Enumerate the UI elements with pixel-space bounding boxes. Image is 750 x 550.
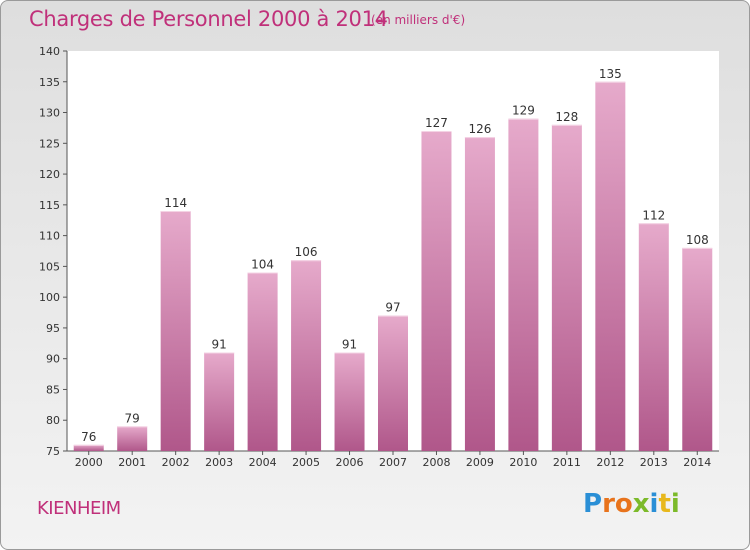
data-label: 79 <box>125 411 140 425</box>
data-label: 128 <box>555 110 578 124</box>
y-tick-label: 105 <box>39 260 60 273</box>
bar-2000 <box>73 444 104 451</box>
logo-letter: r <box>602 489 615 519</box>
proxiti-logo: Proxiti <box>583 489 680 519</box>
data-label: 135 <box>599 67 622 81</box>
x-tick-label: 2007 <box>379 456 407 469</box>
y-tick-label: 80 <box>46 414 60 427</box>
bar-2012 <box>595 81 626 452</box>
bar-2010 <box>508 118 539 451</box>
x-tick-label: 2006 <box>336 456 364 469</box>
x-tick-label: 2001 <box>118 456 146 469</box>
data-label: 127 <box>425 116 448 130</box>
y-tick-label: 120 <box>39 168 60 181</box>
logo-letter: P <box>583 489 603 519</box>
chart-subtitle: (en milliers d'€) <box>371 13 466 27</box>
bar-2011 <box>551 124 582 451</box>
data-label: 108 <box>686 233 709 247</box>
logo-letter: t <box>658 489 671 519</box>
logo-letter: i <box>649 489 659 519</box>
data-label: 76 <box>81 430 96 444</box>
x-tick-label: 2002 <box>162 456 190 469</box>
y-tick-label: 95 <box>46 322 60 335</box>
x-tick-label: 2003 <box>205 456 233 469</box>
data-label: 97 <box>385 301 400 315</box>
data-label: 126 <box>468 122 491 136</box>
data-label: 104 <box>251 258 274 272</box>
x-tick-label: 2012 <box>596 456 624 469</box>
data-label: 129 <box>512 104 535 118</box>
data-label: 91 <box>211 338 226 352</box>
y-tick-label: 130 <box>39 107 60 120</box>
y-tick-label: 100 <box>39 291 60 304</box>
bar-2003 <box>204 352 235 451</box>
data-label: 106 <box>295 245 318 259</box>
y-tick-label: 110 <box>39 230 60 243</box>
x-tick-label: 2014 <box>683 456 711 469</box>
bar-2005 <box>291 260 322 451</box>
bar-2006 <box>334 352 365 451</box>
data-label: 91 <box>342 338 357 352</box>
place-name: KIENHEIM <box>37 498 121 519</box>
bar-2001 <box>117 426 148 451</box>
data-label: 112 <box>642 208 665 222</box>
data-label: 114 <box>164 196 187 210</box>
y-tick-label: 85 <box>46 383 60 396</box>
bar-2004 <box>247 272 278 451</box>
x-tick-label: 2005 <box>292 456 320 469</box>
y-tick-label: 75 <box>46 445 60 458</box>
bar-2002 <box>160 211 191 451</box>
bar-2013 <box>638 223 669 451</box>
bar-2008 <box>421 131 452 451</box>
y-tick-label: 135 <box>39 76 60 89</box>
x-tick-label: 2004 <box>249 456 277 469</box>
y-tick-label: 140 <box>39 45 60 58</box>
x-tick-label: 2013 <box>640 456 668 469</box>
x-tick-label: 2011 <box>553 456 581 469</box>
y-tick-label: 90 <box>46 353 60 366</box>
bar-2007 <box>378 315 408 451</box>
y-tick-label: 125 <box>39 137 60 150</box>
y-tick-label: 115 <box>39 199 60 212</box>
logo-letter: i <box>670 489 680 519</box>
bar-2014 <box>682 247 713 451</box>
chart-title: Charges de Personnel 2000 à 2014 <box>29 7 388 31</box>
bar-2009 <box>464 137 495 451</box>
x-tick-label: 2009 <box>466 456 494 469</box>
logo-letter: o <box>614 489 633 519</box>
logo-letter: x <box>632 489 650 519</box>
x-tick-label: 2010 <box>509 456 537 469</box>
x-tick-label: 2000 <box>75 456 103 469</box>
x-tick-label: 2008 <box>422 456 450 469</box>
